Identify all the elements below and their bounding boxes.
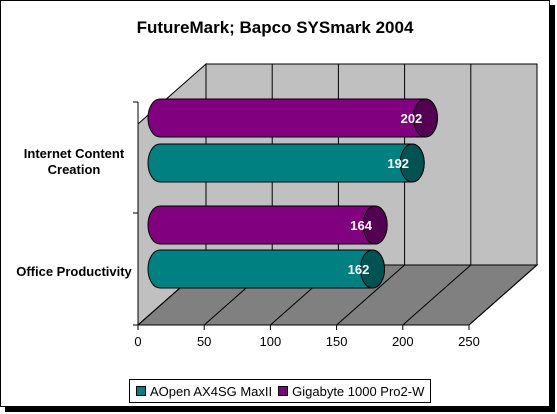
x-tick-label: 250 — [458, 334, 480, 349]
bar-gigabyte-1000-pro2-w-internet-content-creation — [147, 98, 438, 138]
floor-gridline — [468, 264, 538, 326]
floor-gridline — [402, 264, 472, 326]
legend-item-aopen: AOpen AX4SG MaxII — [136, 384, 272, 399]
chart-title: FutureMark; Bapco SYSmark 2004 — [136, 18, 414, 37]
bar-gigabyte-1000-pro2-w-office-productivity-cap — [362, 205, 388, 245]
legend-item-gigabyte: Gigabyte 1000 Pro2-W — [278, 384, 424, 399]
x-tick-label: 200 — [392, 334, 414, 349]
bar-aopen-ax4sg-maxii-internet-content-creation-cap — [399, 143, 425, 183]
chart-frame: FutureMark; Bapco SYSmark 2004 0 50 100 150… — [0, 0, 550, 407]
data-label-gigabyte-1000-pro2-w-internet-content-creation: 202 — [401, 111, 423, 126]
x-tick-label: 50 — [197, 334, 211, 349]
bar-aopen-ax4sg-maxii-internet-content-creation — [147, 143, 425, 183]
floor-gridline — [336, 264, 405, 326]
legend-swatch-aopen — [136, 386, 146, 396]
bar-gigabyte-1000-pro2-w-internet-content-creation-cap — [412, 98, 438, 138]
data-label-aopen-ax4sg-maxii-internet-content-creation: 192 — [387, 156, 409, 171]
legend-swatch-gigabyte — [278, 386, 289, 396]
chart-legend: AOpen AX4SG MaxII Gigabyte 1000 Pro2-W — [129, 379, 432, 403]
x-tick-label: 100 — [260, 334, 282, 349]
data-label-gigabyte-1000-pro2-w-office-productivity: 164 — [350, 218, 372, 233]
chart-plot: 0 50 100 150 200 250 Internet Content Creation O… — [16, 62, 539, 349]
x-tick-label: 150 — [326, 334, 348, 349]
data-label-aopen-ax4sg-maxii-office-productivity: 162 — [348, 262, 370, 277]
legend-label-aopen: AOpen AX4SG MaxII — [150, 383, 273, 399]
legend-label-gigabyte: Gigabyte 1000 Pro2-W — [292, 383, 425, 399]
x-tick-label: 0 — [134, 334, 141, 349]
category-label-internet-content-creation: Internet Content Creation — [24, 146, 125, 177]
bar-aopen-ax4sg-maxii-office-productivity-cap — [359, 249, 385, 289]
category-label-office-productivity: Office Productivity — [16, 264, 132, 279]
